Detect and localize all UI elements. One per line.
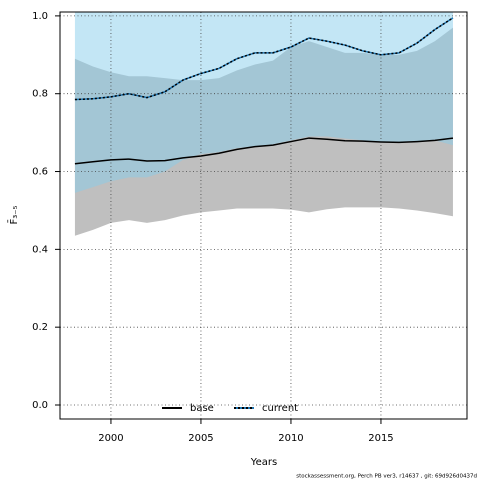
y-tick-label: 0.4: [32, 244, 48, 255]
y-tick-label: 0.8: [32, 89, 48, 100]
y-axis-label: F̄₃₋₅: [7, 205, 20, 224]
confidence-band: [74, 12, 453, 193]
legend-label: base: [190, 403, 214, 414]
x-tick-label: 2010: [278, 433, 303, 444]
x-axis-label: Years: [250, 457, 277, 468]
x-tick-label: 2015: [368, 433, 393, 444]
plot-frame: [59, 11, 468, 420]
y-tick-label: 0.0: [32, 400, 48, 411]
line: [74, 137, 454, 165]
plot-area: [60, 12, 467, 419]
y-tick-label: 0.2: [32, 322, 48, 333]
x-tick-label: 2005: [188, 433, 213, 444]
footnote: stockassessment.org, Perch PB ver3, r146…: [296, 474, 477, 480]
y-tick-label: 0.6: [32, 167, 48, 178]
line: [74, 17, 454, 101]
legend-label: current: [262, 403, 298, 414]
y-tick-label: 1.0: [32, 11, 48, 22]
x-tick-label: 2000: [98, 433, 123, 444]
